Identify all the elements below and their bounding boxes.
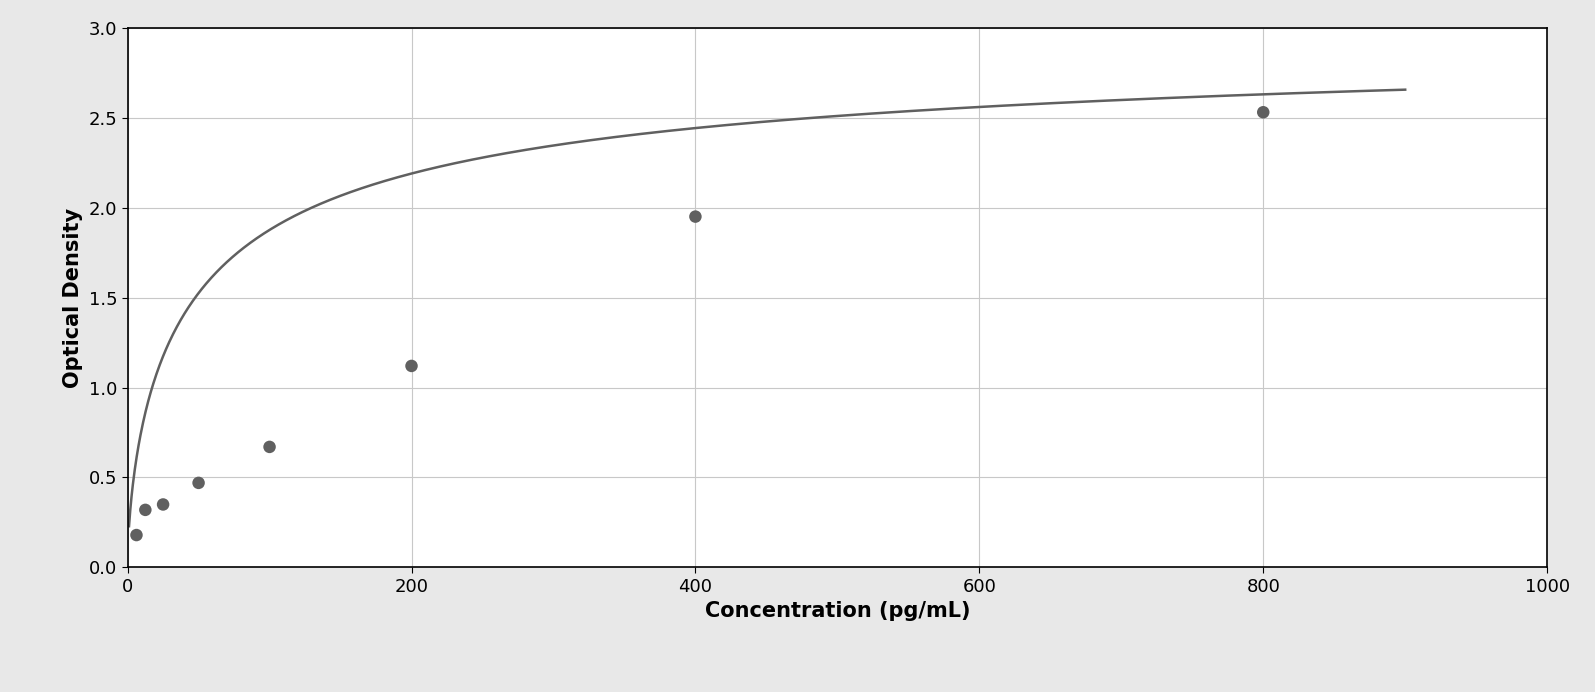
Y-axis label: Optical Density: Optical Density (62, 208, 83, 388)
X-axis label: Concentration (pg/mL): Concentration (pg/mL) (705, 601, 970, 621)
Point (1250, 107, 1276, 118)
Point (683, 211, 708, 222)
Point (124, 529, 150, 540)
Point (132, 504, 158, 516)
Point (187, 477, 211, 489)
Point (150, 499, 175, 510)
Point (399, 361, 424, 372)
Point (257, 441, 282, 453)
